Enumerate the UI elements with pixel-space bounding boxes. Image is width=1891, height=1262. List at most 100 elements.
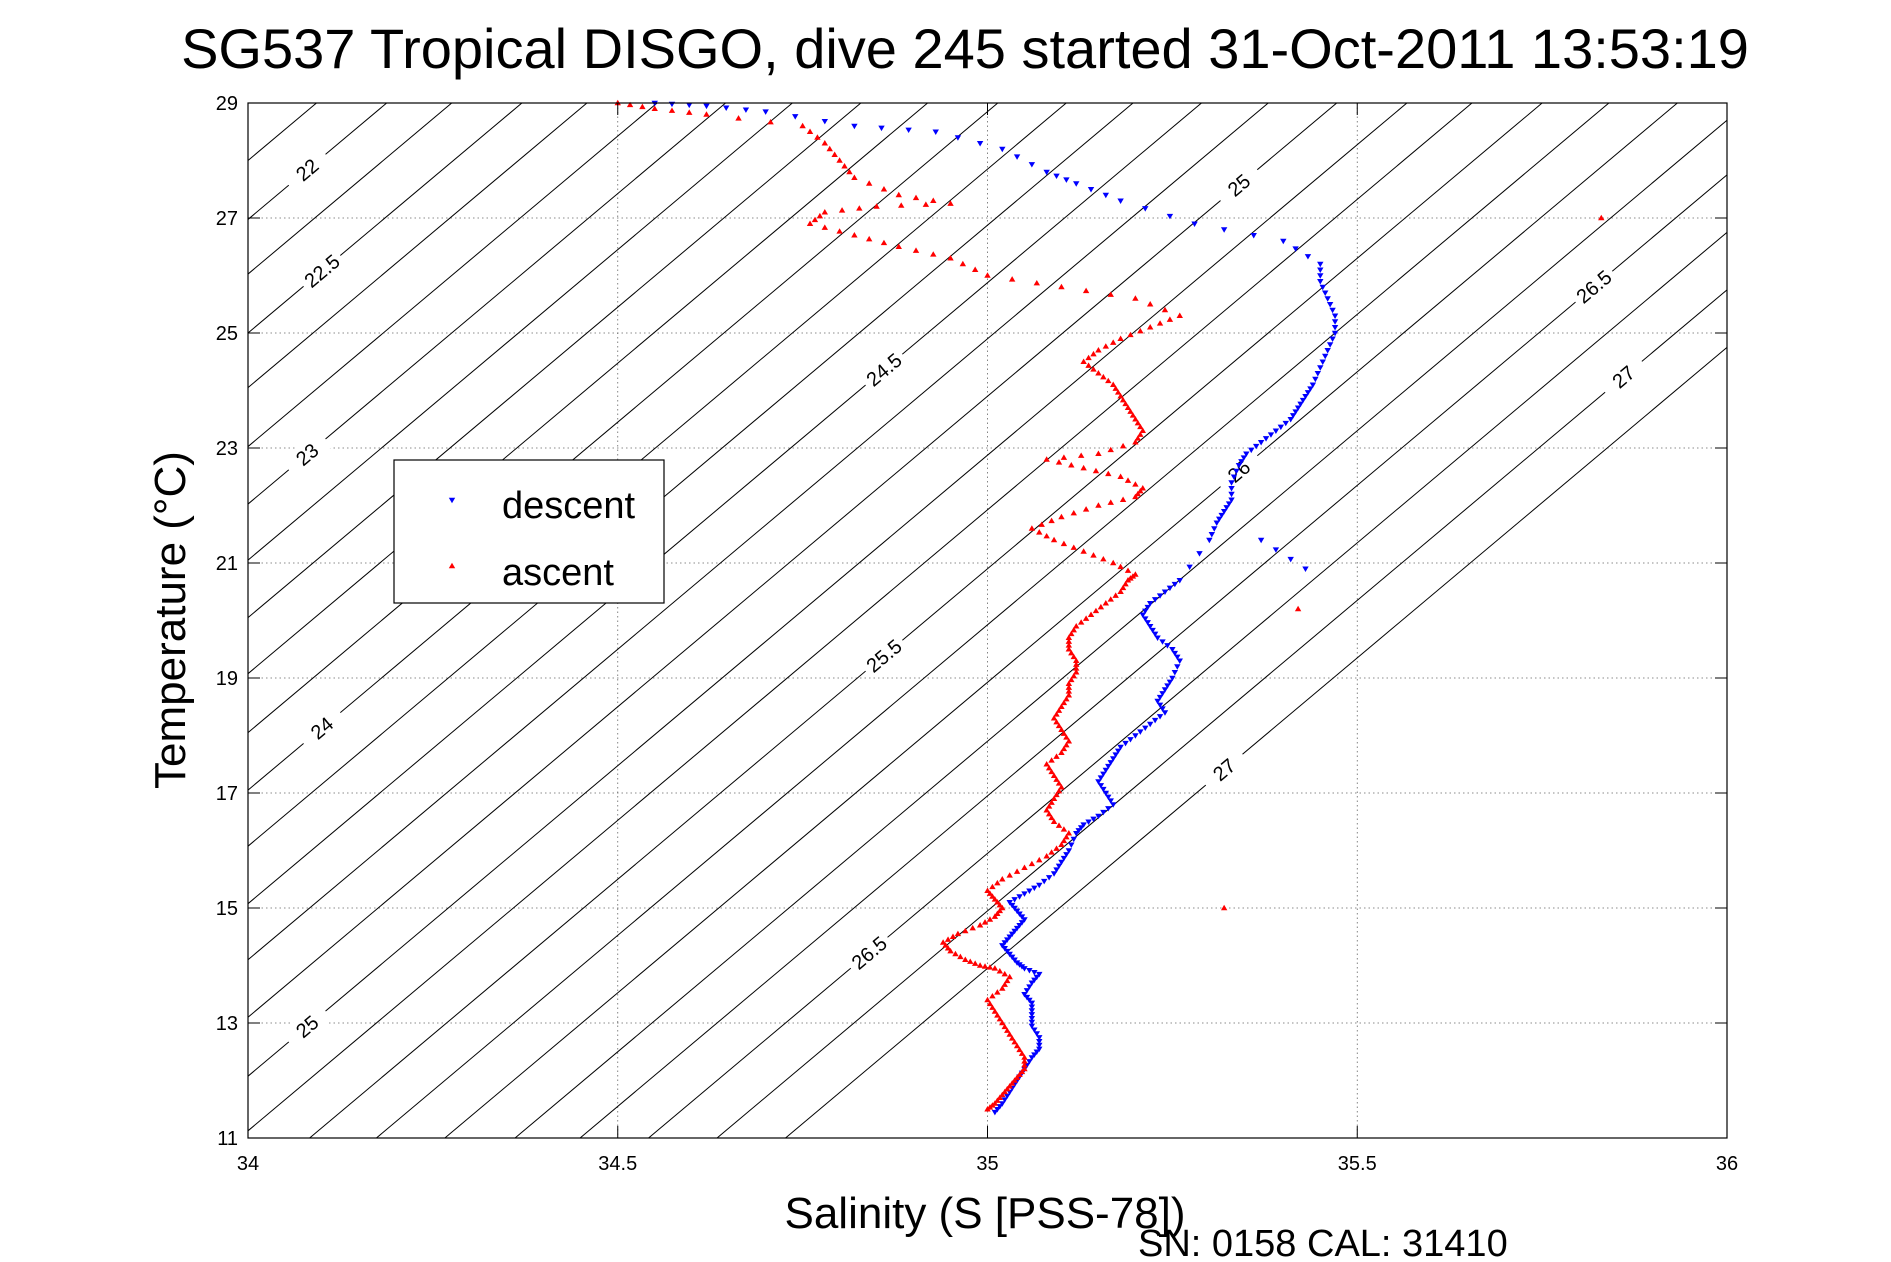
data-point-descent bbox=[1166, 585, 1174, 592]
data-point-descent bbox=[1248, 447, 1255, 454]
data-point-descent bbox=[976, 141, 984, 147]
data-point-descent bbox=[1309, 382, 1317, 388]
data-point-descent bbox=[1021, 917, 1028, 923]
data-point-ascent bbox=[1132, 439, 1139, 445]
data-point-ascent bbox=[1065, 684, 1073, 690]
data-point-ascent bbox=[1137, 431, 1144, 437]
data-point-descent bbox=[1166, 679, 1174, 686]
data-point-descent bbox=[1331, 313, 1339, 319]
data-point-ascent bbox=[1006, 973, 1013, 980]
data-point-ascent bbox=[1132, 571, 1139, 577]
data-point-descent bbox=[1176, 658, 1183, 664]
data-point-ascent bbox=[1008, 1035, 1016, 1041]
data-point-descent bbox=[1213, 520, 1220, 526]
data-point-descent bbox=[1016, 894, 1023, 900]
data-point-descent bbox=[1317, 279, 1324, 285]
data-point-descent bbox=[1164, 643, 1171, 649]
data-point-descent bbox=[1156, 593, 1164, 599]
data-point-descent bbox=[1028, 1023, 1036, 1030]
isopycnal-line bbox=[247, 102, 1202, 905]
data-point-descent bbox=[1073, 181, 1080, 187]
data-point-ascent bbox=[952, 950, 959, 957]
data-point-ascent bbox=[1058, 513, 1065, 520]
data-point-descent bbox=[1028, 1008, 1036, 1014]
data-point-descent bbox=[1008, 954, 1016, 961]
data-point-ascent bbox=[930, 251, 937, 257]
data-point-descent bbox=[1011, 897, 1018, 903]
grid-lines bbox=[248, 103, 1727, 1138]
data-point-descent bbox=[1132, 733, 1139, 739]
data-point-ascent bbox=[999, 1091, 1006, 1098]
data-point-ascent bbox=[1117, 563, 1124, 570]
data-point-ascent bbox=[1134, 419, 1142, 426]
data-point-descent bbox=[1317, 261, 1324, 268]
data-point-ascent bbox=[1146, 324, 1154, 330]
data-point-ascent bbox=[1060, 826, 1068, 832]
isopycnal-line bbox=[444, 102, 1678, 1139]
data-point-ascent bbox=[686, 109, 693, 115]
data-point-ascent bbox=[1073, 669, 1080, 675]
data-point-descent bbox=[1151, 597, 1159, 603]
isopycnal-line bbox=[309, 102, 1543, 1139]
data-point-ascent bbox=[1137, 423, 1144, 430]
data-point-ascent bbox=[1080, 548, 1087, 554]
isopycnal-line bbox=[247, 102, 928, 675]
data-point-ascent bbox=[1018, 1068, 1026, 1075]
data-point-ascent bbox=[1048, 517, 1055, 524]
data-point-descent bbox=[1095, 813, 1102, 820]
data-point-ascent bbox=[1065, 646, 1073, 652]
data-point-descent bbox=[1208, 532, 1216, 538]
data-point-ascent bbox=[1013, 868, 1021, 874]
data-point-ascent bbox=[949, 933, 957, 939]
data-point-ascent bbox=[1065, 638, 1073, 644]
contour-label-bg bbox=[281, 145, 332, 193]
data-point-ascent bbox=[1073, 657, 1080, 663]
data-point-descent bbox=[742, 107, 750, 113]
contour-label-bg bbox=[281, 1001, 332, 1050]
data-point-ascent bbox=[1028, 860, 1036, 867]
data-point-ascent bbox=[1060, 745, 1068, 752]
data-point-descent bbox=[1107, 798, 1114, 804]
x-tick-label: 35 bbox=[976, 1153, 998, 1175]
x-tick-labels: 34 34.5 35 35.5 36 bbox=[237, 1153, 1738, 1175]
data-point-descent bbox=[1176, 578, 1183, 584]
legend-box bbox=[393, 459, 665, 604]
data-point-descent bbox=[1021, 891, 1028, 897]
data-point-ascent bbox=[989, 1004, 996, 1010]
data-point-descent bbox=[1036, 971, 1043, 978]
isopycnal-line bbox=[247, 102, 453, 275]
data-point-ascent bbox=[1060, 540, 1068, 547]
data-point-descent bbox=[1001, 940, 1008, 946]
contour-label-bg bbox=[1198, 745, 1249, 793]
data-point-ascent bbox=[981, 919, 989, 925]
data-point-ascent bbox=[1036, 529, 1043, 535]
legend-marker-ascent bbox=[448, 562, 456, 569]
data-point-descent bbox=[1004, 1093, 1011, 1100]
data-point-descent bbox=[1063, 177, 1070, 183]
data-point-descent bbox=[1331, 319, 1339, 325]
data-point-descent bbox=[1033, 974, 1040, 981]
data-point-descent bbox=[1085, 819, 1092, 825]
axis-ticks bbox=[247, 102, 1728, 1139]
isopycnal-line bbox=[247, 102, 793, 561]
data-point-descent bbox=[1013, 960, 1021, 966]
data-point-ascent bbox=[1004, 977, 1011, 984]
data-point-descent bbox=[1144, 604, 1151, 611]
data-point-ascent bbox=[1102, 343, 1110, 349]
data-point-ascent bbox=[1065, 634, 1073, 640]
data-point-ascent bbox=[1176, 312, 1183, 318]
data-point-descent bbox=[1028, 1012, 1036, 1018]
data-point-descent bbox=[1331, 325, 1339, 331]
data-point-ascent bbox=[1050, 772, 1058, 778]
data-point-descent bbox=[1164, 683, 1171, 689]
data-point-descent bbox=[1272, 428, 1280, 434]
data-point-ascent bbox=[895, 191, 902, 198]
data-point-ascent bbox=[1021, 864, 1028, 870]
data-point-descent bbox=[1169, 675, 1176, 682]
data-point-ascent bbox=[811, 216, 819, 223]
data-point-ascent bbox=[1080, 358, 1087, 364]
data-point-descent bbox=[1238, 459, 1245, 465]
data-point-ascent bbox=[984, 996, 991, 1003]
data-point-ascent bbox=[1016, 1071, 1023, 1077]
